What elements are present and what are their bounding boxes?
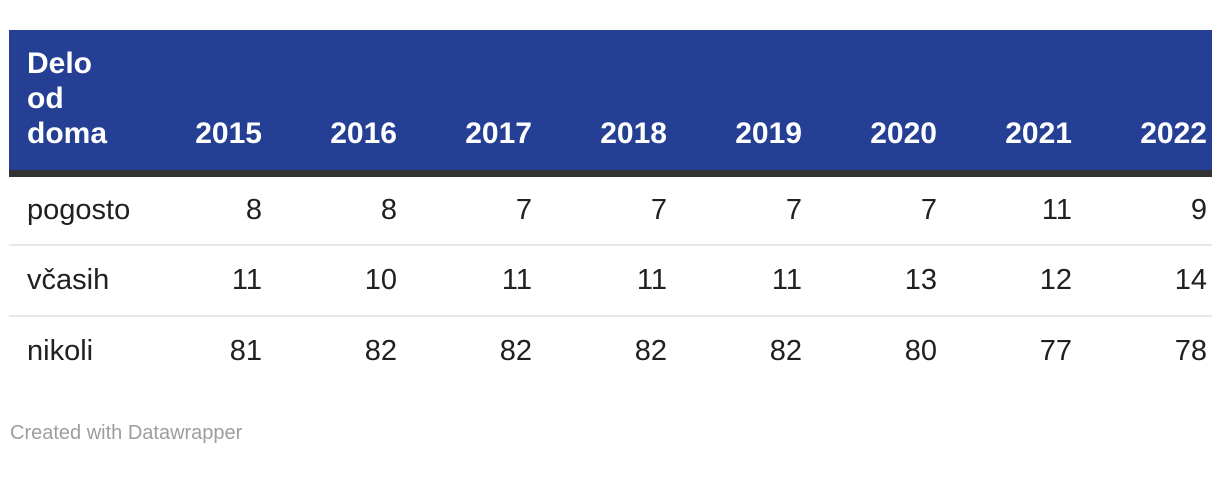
table-header: Delo od doma 2015 2016 2017 2018 2019 20… xyxy=(9,30,1212,177)
header-cell-year-2019: 2019 xyxy=(672,30,807,177)
row-label: včasih xyxy=(9,243,132,316)
cell-value: 7 xyxy=(807,173,942,245)
cell-value: 80 xyxy=(807,314,942,387)
datawrapper-credit-link[interactable]: Created with Datawrapper xyxy=(10,421,243,444)
cell-value: 11 xyxy=(942,173,1077,245)
cell-value: 7 xyxy=(672,173,807,245)
cell-value: 7 xyxy=(402,173,537,245)
cell-value: 77 xyxy=(942,314,1077,387)
table-row-vcasih: včasih 11 10 11 11 11 13 12 14 xyxy=(9,243,1212,316)
cell-value: 9 xyxy=(1077,173,1212,245)
cell-value: 14 xyxy=(1077,243,1212,316)
cell-value: 13 xyxy=(807,243,942,316)
cell-value: 11 xyxy=(132,243,267,316)
cell-value: 11 xyxy=(672,243,807,316)
header-cell-year-2022: 2022 xyxy=(1077,30,1212,177)
cell-value: 82 xyxy=(537,314,672,387)
cell-value: 8 xyxy=(132,173,267,245)
cell-value: 81 xyxy=(132,314,267,387)
cell-value: 78 xyxy=(1077,314,1212,387)
cell-value: 82 xyxy=(267,314,402,387)
data-table: Delo od doma 2015 2016 2017 2018 2019 20… xyxy=(9,30,1212,387)
header-cell-year-2016: 2016 xyxy=(267,30,402,177)
table-header-row: Delo od doma 2015 2016 2017 2018 2019 20… xyxy=(9,30,1212,177)
header-cell-year-2015: 2015 xyxy=(132,30,267,177)
row-label: pogosto xyxy=(9,173,132,245)
datawrapper-table-embed: Delo od doma 2015 2016 2017 2018 2019 20… xyxy=(9,30,1212,387)
header-cell-row-label: Delo od doma xyxy=(9,30,132,177)
cell-value: 12 xyxy=(942,243,1077,316)
header-cell-year-2020: 2020 xyxy=(807,30,942,177)
header-cell-year-2018: 2018 xyxy=(537,30,672,177)
cell-value: 82 xyxy=(672,314,807,387)
cell-value: 8 xyxy=(267,173,402,245)
row-label: nikoli xyxy=(9,314,132,387)
cell-value: 11 xyxy=(537,243,672,316)
table-body: pogosto 8 8 7 7 7 7 11 9 včasih 11 10 11… xyxy=(9,173,1212,387)
cell-value: 7 xyxy=(537,173,672,245)
cell-value: 11 xyxy=(402,243,537,316)
cell-value: 82 xyxy=(402,314,537,387)
table-row-pogosto: pogosto 8 8 7 7 7 7 11 9 xyxy=(9,173,1212,245)
header-cell-year-2017: 2017 xyxy=(402,30,537,177)
header-cell-year-2021: 2021 xyxy=(942,30,1077,177)
cell-value: 10 xyxy=(267,243,402,316)
table-row-nikoli: nikoli 81 82 82 82 82 80 77 78 xyxy=(9,314,1212,387)
